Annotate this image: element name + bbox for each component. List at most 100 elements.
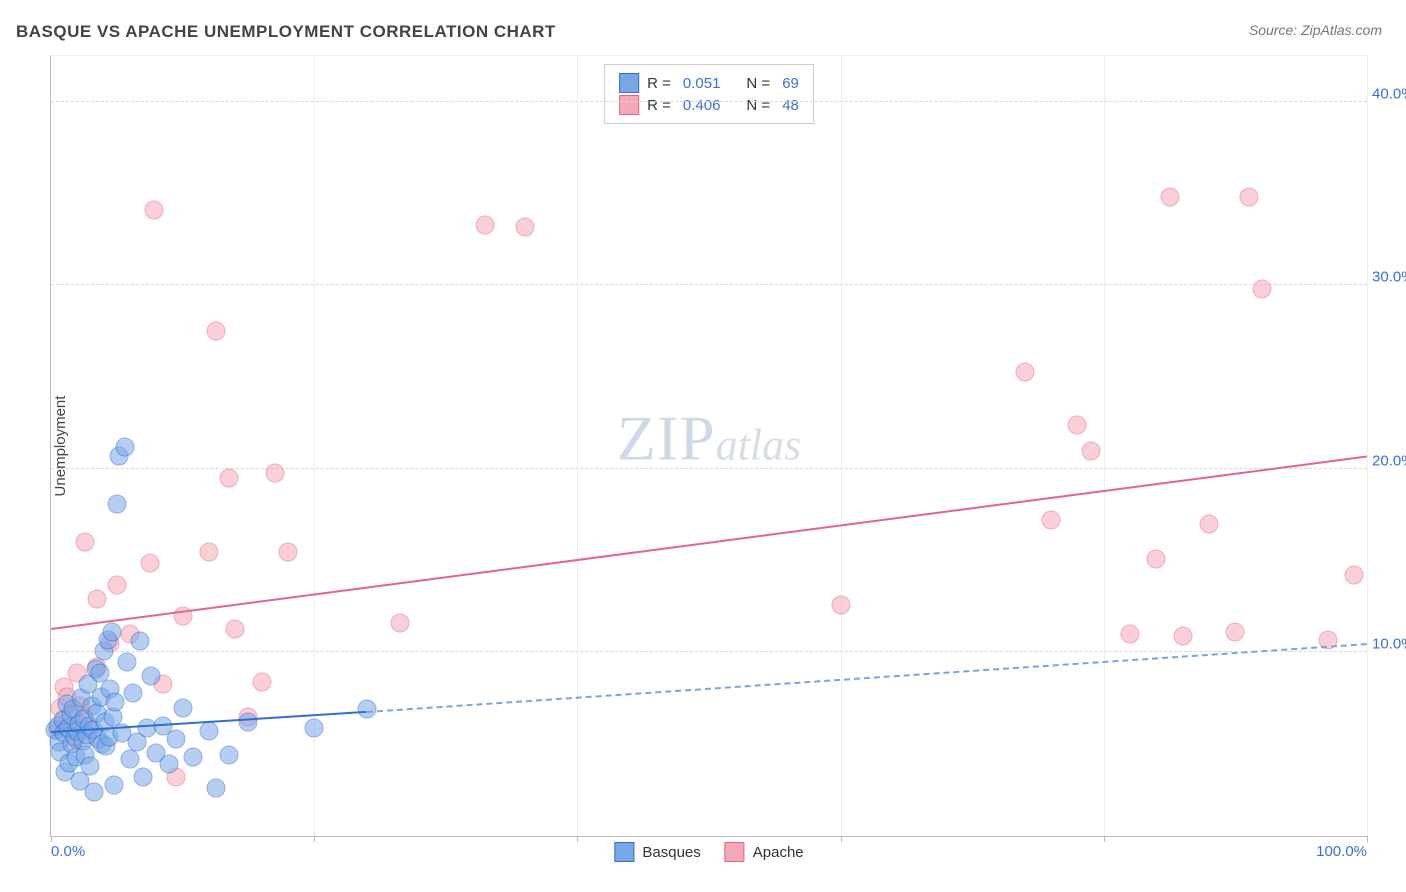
- n-label: N =: [746, 75, 770, 92]
- trend-line: [51, 456, 1367, 630]
- scatter-point-apache: [1160, 188, 1179, 207]
- scatter-point-basques: [85, 782, 104, 801]
- watermark: ZIPatlas: [617, 402, 802, 476]
- watermark-zip: ZIP: [617, 403, 716, 474]
- scatter-point-apache: [1015, 362, 1034, 381]
- scatter-point-apache: [1068, 415, 1087, 434]
- r-value-apache: 0.406: [683, 97, 721, 114]
- scatter-point-apache: [1042, 511, 1061, 530]
- scatter-point-apache: [1121, 625, 1140, 644]
- scatter-point-basques: [206, 779, 225, 798]
- watermark-atlas: atlas: [716, 421, 802, 470]
- y-tick-label: 30.0%: [1372, 269, 1406, 286]
- r-label: R =: [647, 75, 671, 92]
- x-tick-label: 0.0%: [51, 843, 85, 860]
- scatter-point-apache: [226, 619, 245, 638]
- n-value-apache: 48: [782, 97, 799, 114]
- x-tick: [51, 836, 52, 842]
- scatter-point-apache: [199, 542, 218, 561]
- swatch-apache-icon: [725, 842, 745, 862]
- scatter-point-apache: [140, 553, 159, 572]
- gridline-horizontal: [51, 468, 1367, 469]
- scatter-point-basques: [102, 623, 121, 642]
- gridline-vertical: [841, 56, 842, 836]
- legend-stats-row-basques: R = 0.051 N = 69: [619, 73, 799, 93]
- x-tick: [841, 836, 842, 842]
- scatter-point-apache: [831, 595, 850, 614]
- scatter-point-apache: [1147, 549, 1166, 568]
- scatter-point-apache: [265, 463, 284, 482]
- y-tick-label: 40.0%: [1372, 85, 1406, 102]
- scatter-point-basques: [105, 775, 124, 794]
- legend-item-basques: Basques: [614, 842, 700, 862]
- scatter-point-basques: [142, 667, 161, 686]
- legend-series: Basques Apache: [614, 842, 803, 862]
- gridline-horizontal: [51, 101, 1367, 102]
- scatter-point-apache: [206, 322, 225, 341]
- gridline-vertical: [577, 56, 578, 836]
- scatter-point-apache: [1252, 280, 1271, 299]
- scatter-point-basques: [115, 437, 134, 456]
- scatter-point-apache: [1200, 515, 1219, 534]
- scatter-point-apache: [107, 575, 126, 594]
- legend-item-apache: Apache: [725, 842, 804, 862]
- scatter-point-basques: [199, 722, 218, 741]
- r-label: R =: [647, 97, 671, 114]
- gridline-horizontal: [51, 651, 1367, 652]
- legend-stats-row-apache: R = 0.406 N = 48: [619, 95, 799, 115]
- x-tick: [1104, 836, 1105, 842]
- scatter-point-basques: [219, 746, 238, 765]
- legend-stats: R = 0.051 N = 69 R = 0.406 N = 48: [604, 64, 814, 124]
- scatter-point-apache: [252, 672, 271, 691]
- x-tick: [1367, 836, 1368, 842]
- scatter-point-basques: [239, 713, 258, 732]
- r-value-basques: 0.051: [683, 75, 721, 92]
- gridline-vertical: [1104, 56, 1105, 836]
- scatter-point-apache: [278, 542, 297, 561]
- scatter-point-apache: [476, 215, 495, 234]
- chart-container: BASQUE VS APACHE UNEMPLOYMENT CORRELATIO…: [0, 0, 1406, 892]
- x-tick: [577, 836, 578, 842]
- trend-line: [367, 643, 1367, 713]
- scatter-point-apache: [76, 533, 95, 552]
- scatter-point-apache: [1344, 566, 1363, 585]
- scatter-point-apache: [144, 201, 163, 220]
- scatter-point-basques: [131, 632, 150, 651]
- scatter-point-basques: [357, 700, 376, 719]
- scatter-point-basques: [184, 748, 203, 767]
- legend-label-apache: Apache: [753, 844, 804, 861]
- scatter-point-apache: [515, 217, 534, 236]
- n-value-basques: 69: [782, 75, 799, 92]
- gridline-horizontal: [51, 284, 1367, 285]
- scatter-point-basques: [123, 683, 142, 702]
- scatter-point-apache: [1226, 623, 1245, 642]
- scatter-point-apache: [219, 469, 238, 488]
- chart-source: Source: ZipAtlas.com: [1249, 22, 1382, 38]
- scatter-point-basques: [120, 749, 139, 768]
- scatter-point-basques: [81, 757, 100, 776]
- swatch-basques-icon: [614, 842, 634, 862]
- scatter-point-basques: [134, 768, 153, 787]
- scatter-point-basques: [106, 693, 125, 712]
- scatter-point-apache: [390, 614, 409, 633]
- scatter-point-basques: [305, 718, 324, 737]
- y-tick-label: 10.0%: [1372, 636, 1406, 653]
- x-tick: [314, 836, 315, 842]
- swatch-apache-icon: [619, 95, 639, 115]
- scatter-point-apache: [1239, 188, 1258, 207]
- chart-title: BASQUE VS APACHE UNEMPLOYMENT CORRELATIO…: [16, 22, 556, 42]
- scatter-point-basques: [160, 755, 179, 774]
- y-tick-label: 20.0%: [1372, 452, 1406, 469]
- n-label: N =: [746, 97, 770, 114]
- plot-area: ZIPatlas R = 0.051 N = 69 R = 0.406 N = …: [50, 55, 1368, 837]
- scatter-point-basques: [118, 652, 137, 671]
- scatter-point-basques: [173, 698, 192, 717]
- scatter-point-basques: [107, 494, 126, 513]
- scatter-point-apache: [1081, 441, 1100, 460]
- x-tick-label: 100.0%: [1316, 843, 1367, 860]
- scatter-point-basques: [167, 729, 186, 748]
- legend-label-basques: Basques: [642, 844, 700, 861]
- scatter-point-apache: [1173, 626, 1192, 645]
- scatter-point-apache: [88, 590, 107, 609]
- swatch-basques-icon: [619, 73, 639, 93]
